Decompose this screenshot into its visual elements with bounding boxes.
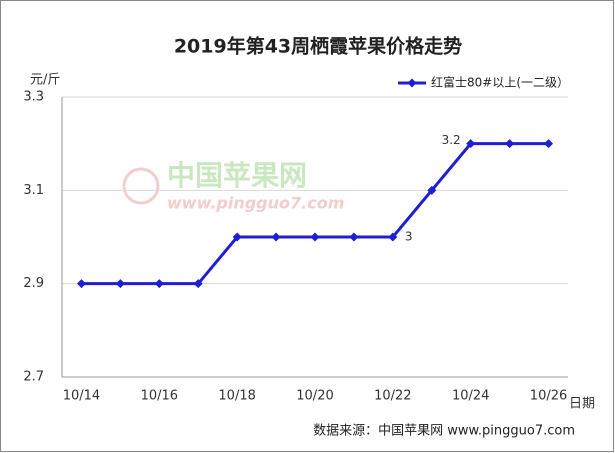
y-tick-label: 3.3 (23, 90, 44, 105)
legend-label: 红富士80#以上(一二级） (431, 75, 569, 90)
watermark: 中国苹果网 (167, 159, 307, 192)
x-tick-label: 10/20 (296, 389, 333, 404)
watermark-url: www.pingguo7.com (167, 194, 344, 213)
point (388, 232, 398, 242)
x-tick-label: 10/24 (452, 389, 489, 404)
point (154, 279, 164, 289)
watermark-logo (122, 167, 160, 205)
value-label: 3 (405, 230, 413, 244)
y-tick-label: 2.9 (23, 276, 44, 291)
source: 数据来源：中国苹果网 www.pingguo7.com (313, 424, 575, 439)
x-tick-label: 10/14 (63, 389, 100, 404)
point (466, 139, 476, 149)
point (232, 232, 242, 242)
x-tick-label: 10/16 (141, 389, 178, 404)
point (76, 279, 86, 289)
point (544, 139, 554, 149)
point (349, 232, 359, 242)
y-tick-label: 3.1 (23, 183, 44, 198)
point (271, 232, 281, 242)
chart-title: 2019年第43周栖霞苹果价格走势 (174, 35, 462, 58)
point (505, 139, 515, 149)
point (310, 232, 320, 242)
y-tick-label: 2.7 (23, 370, 44, 385)
point (427, 185, 437, 195)
point (193, 279, 203, 289)
legend-marker (407, 78, 417, 88)
watermark-group: 中国苹果网 www.pingguo7.com (122, 159, 344, 213)
x-tick-label: 10/22 (374, 389, 411, 404)
value-label: 3.2 (442, 133, 461, 147)
x-tick-label: 10/26 (530, 389, 567, 404)
x-axis-label: 日期 (569, 397, 595, 412)
x-tick-label: 10/18 (218, 389, 255, 404)
point (115, 279, 125, 289)
y-axis-label: 元/斤 (30, 73, 60, 88)
